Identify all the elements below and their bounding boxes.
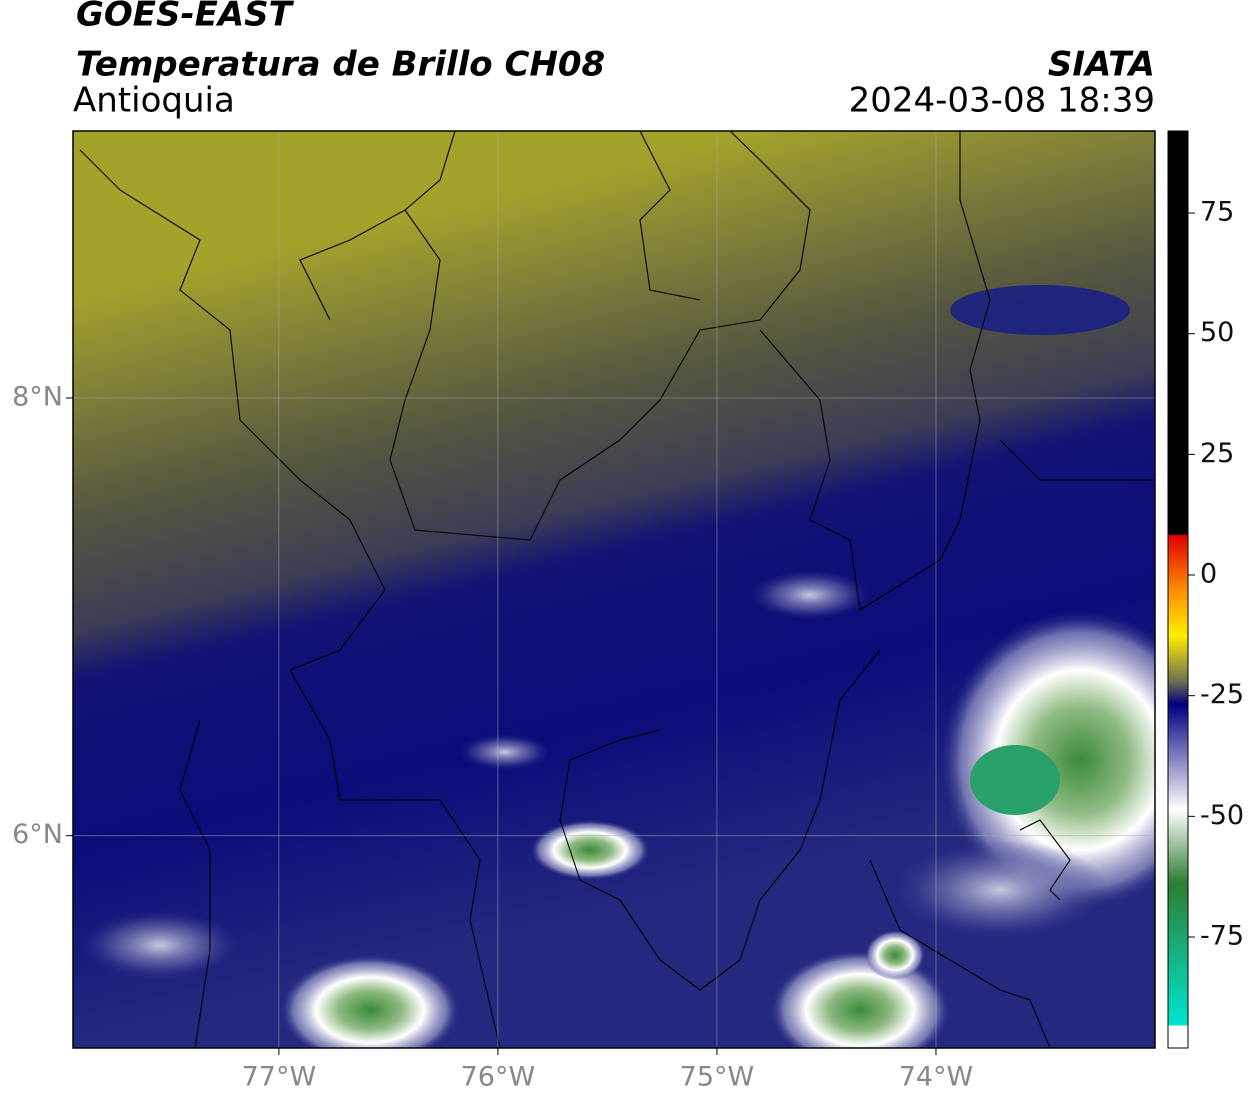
x-tick-label: 76°W	[461, 1062, 536, 1093]
border	[639, 131, 701, 301]
region: Antioquia	[73, 81, 235, 121]
colorbar-label: 75	[1200, 197, 1234, 228]
border	[299, 131, 456, 321]
colorbar-label: -50	[1200, 800, 1244, 831]
cloud	[280, 955, 460, 1048]
cloud	[530, 820, 650, 880]
x-tick-label: 77°W	[242, 1062, 317, 1093]
haze	[80, 910, 240, 980]
map-frame	[72, 130, 1156, 1049]
x-tick-label: 75°W	[680, 1062, 755, 1093]
cloud-core	[970, 745, 1060, 815]
subtitle: Temperatura de Brillo CH08	[76, 45, 605, 85]
border	[559, 649, 881, 991]
border	[79, 149, 501, 1048]
haze	[750, 570, 870, 620]
colorbar	[1167, 130, 1189, 1049]
title: GOES-EAST	[76, 0, 295, 35]
datetime: 2024-03-08 18:39	[849, 81, 1155, 121]
colorbar-label: 50	[1200, 317, 1234, 348]
y-tick-label: 6°N	[12, 819, 63, 850]
colorbar-label: -25	[1200, 679, 1244, 710]
haze	[890, 840, 1110, 940]
colorbar-label: 0	[1200, 559, 1217, 590]
x-tick-label: 74°W	[899, 1062, 974, 1093]
colorbar-label: 25	[1200, 438, 1234, 469]
cold-band	[950, 285, 1130, 335]
source: SIATA	[1048, 45, 1155, 85]
border	[1019, 819, 1071, 901]
border	[869, 859, 1051, 1048]
border	[389, 131, 811, 541]
cloud	[865, 930, 925, 980]
map-imagery	[73, 131, 1155, 1048]
colorbar-label: -75	[1200, 920, 1244, 951]
border	[759, 131, 991, 611]
border	[179, 719, 211, 1048]
haze	[460, 734, 550, 770]
border	[999, 439, 1155, 481]
cloud	[770, 950, 950, 1048]
y-tick-label: 8°N	[12, 382, 63, 413]
grid	[73, 131, 1155, 1048]
